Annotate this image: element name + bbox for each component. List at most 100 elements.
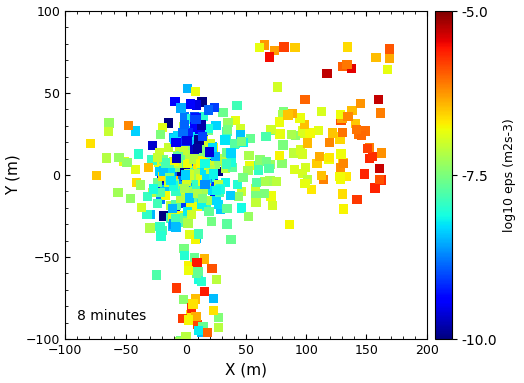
Point xyxy=(266,178,274,184)
Point xyxy=(221,137,229,143)
Point xyxy=(159,157,167,163)
Point xyxy=(288,131,296,137)
Point xyxy=(265,165,273,172)
Point xyxy=(86,141,94,147)
Point xyxy=(336,177,345,183)
Point xyxy=(172,216,180,222)
Point xyxy=(171,205,179,211)
Point xyxy=(188,133,196,139)
Point xyxy=(190,146,199,152)
Text: 8 minutes: 8 minutes xyxy=(78,309,147,322)
Point xyxy=(180,185,189,191)
Point xyxy=(215,189,224,195)
Point xyxy=(178,137,187,144)
Point xyxy=(374,97,383,103)
Point xyxy=(280,44,288,50)
Point xyxy=(260,190,269,196)
Point xyxy=(156,132,165,138)
Point xyxy=(323,70,331,76)
Point xyxy=(195,117,204,123)
Point xyxy=(189,301,197,307)
Point xyxy=(120,159,128,165)
Point xyxy=(203,152,212,158)
Point xyxy=(184,146,193,152)
Point xyxy=(194,327,203,333)
Point xyxy=(273,84,281,90)
Point xyxy=(185,165,193,171)
Point xyxy=(156,189,165,195)
Point xyxy=(315,153,324,159)
Point xyxy=(159,213,168,219)
Point xyxy=(194,192,202,198)
Point xyxy=(206,175,214,181)
Point xyxy=(184,262,192,268)
Point xyxy=(179,123,188,129)
Point xyxy=(197,156,205,162)
Point xyxy=(183,86,192,92)
Point xyxy=(208,265,216,272)
Point xyxy=(252,193,260,199)
Point xyxy=(204,126,212,132)
Point xyxy=(152,272,160,278)
Point xyxy=(188,305,196,311)
Point xyxy=(165,167,173,173)
Point xyxy=(158,173,167,179)
Point xyxy=(336,173,344,180)
Point xyxy=(234,182,242,188)
Point xyxy=(174,212,182,218)
Point xyxy=(262,158,270,164)
Point xyxy=(193,175,202,182)
Y-axis label: Y (m): Y (m) xyxy=(6,155,20,195)
Point xyxy=(199,134,207,140)
Point xyxy=(301,180,309,187)
Point xyxy=(290,166,299,172)
Point xyxy=(182,334,190,340)
Point xyxy=(163,162,171,168)
Point xyxy=(172,155,180,162)
Point xyxy=(179,178,188,185)
Point xyxy=(188,188,196,194)
Point xyxy=(201,160,209,167)
Point xyxy=(102,155,111,161)
Point xyxy=(157,233,165,239)
Point xyxy=(184,130,193,136)
Point xyxy=(353,196,361,202)
Point xyxy=(191,168,199,174)
Point xyxy=(245,162,254,169)
Point xyxy=(317,172,325,178)
Point xyxy=(172,224,180,230)
Point xyxy=(325,139,334,146)
Point xyxy=(193,321,202,327)
Point xyxy=(252,186,260,192)
Point xyxy=(347,65,356,71)
Point xyxy=(343,44,352,50)
Point xyxy=(191,237,200,243)
Point xyxy=(176,157,184,163)
Point xyxy=(200,200,208,206)
Point xyxy=(161,185,169,192)
Point xyxy=(183,160,192,166)
Point xyxy=(171,164,179,170)
Point xyxy=(190,114,199,120)
Point xyxy=(186,232,194,238)
Point xyxy=(314,128,322,134)
Point xyxy=(228,164,237,170)
Point xyxy=(152,187,160,193)
Point xyxy=(365,145,374,151)
Point xyxy=(158,124,167,131)
Point xyxy=(160,177,169,183)
Point xyxy=(202,203,211,209)
Point xyxy=(270,47,279,53)
Point xyxy=(222,165,230,172)
Point xyxy=(193,270,201,277)
Point xyxy=(279,109,288,115)
Point xyxy=(154,180,162,186)
Point xyxy=(158,228,167,234)
Point xyxy=(375,165,384,171)
Point xyxy=(197,329,205,336)
Point xyxy=(177,152,185,159)
Point xyxy=(167,203,175,209)
Point xyxy=(177,105,185,111)
Point xyxy=(202,186,210,192)
Point xyxy=(145,164,153,170)
